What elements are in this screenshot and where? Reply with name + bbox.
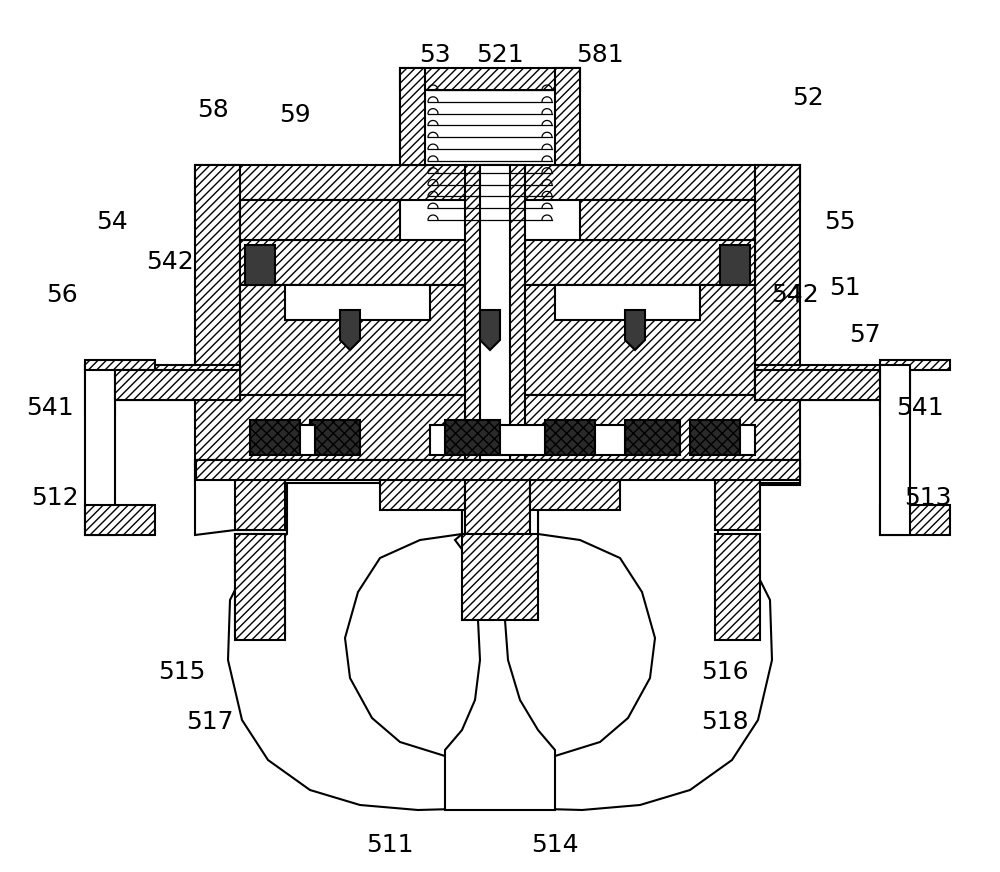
Polygon shape	[445, 464, 555, 810]
Text: 51: 51	[829, 276, 861, 300]
Polygon shape	[195, 165, 800, 200]
Polygon shape	[85, 365, 115, 535]
Text: 541: 541	[26, 396, 74, 420]
Text: 58: 58	[197, 98, 229, 122]
Text: 511: 511	[366, 833, 414, 857]
Polygon shape	[755, 365, 895, 400]
Polygon shape	[430, 425, 445, 455]
Polygon shape	[755, 165, 800, 385]
Text: 516: 516	[701, 660, 749, 684]
Polygon shape	[300, 425, 315, 455]
Polygon shape	[85, 365, 115, 415]
Polygon shape	[580, 200, 755, 240]
Polygon shape	[235, 465, 285, 530]
Text: 542: 542	[146, 250, 194, 274]
Polygon shape	[715, 465, 760, 530]
Polygon shape	[880, 365, 910, 535]
Polygon shape	[235, 534, 285, 640]
Text: 512: 512	[31, 486, 79, 510]
Text: 53: 53	[419, 43, 451, 67]
Text: 513: 513	[904, 486, 952, 510]
Text: 57: 57	[849, 323, 881, 347]
Polygon shape	[625, 310, 645, 350]
Polygon shape	[196, 460, 800, 480]
Polygon shape	[250, 420, 300, 455]
Polygon shape	[115, 370, 240, 400]
Polygon shape	[555, 68, 580, 165]
Text: 52: 52	[792, 86, 824, 110]
Polygon shape	[625, 420, 680, 455]
Polygon shape	[240, 285, 755, 395]
Polygon shape	[500, 425, 545, 455]
Polygon shape	[195, 460, 800, 485]
Text: 518: 518	[701, 710, 749, 734]
Polygon shape	[445, 420, 500, 455]
Text: 581: 581	[576, 43, 624, 67]
Text: 56: 56	[46, 283, 78, 307]
Polygon shape	[85, 505, 155, 535]
Text: 521: 521	[476, 43, 524, 67]
Polygon shape	[462, 534, 538, 620]
Polygon shape	[595, 425, 625, 455]
Polygon shape	[715, 534, 760, 640]
Polygon shape	[310, 420, 360, 455]
Text: 55: 55	[824, 210, 856, 234]
Polygon shape	[195, 165, 240, 385]
Polygon shape	[196, 464, 490, 810]
Polygon shape	[555, 285, 700, 320]
Polygon shape	[740, 425, 755, 455]
Polygon shape	[530, 465, 620, 510]
Polygon shape	[235, 534, 285, 635]
Polygon shape	[195, 465, 380, 535]
Polygon shape	[465, 465, 530, 540]
Text: 54: 54	[96, 210, 128, 234]
Text: 515: 515	[158, 660, 206, 684]
Polygon shape	[285, 285, 430, 320]
Polygon shape	[195, 395, 800, 465]
Polygon shape	[380, 465, 465, 510]
Text: 59: 59	[279, 103, 311, 127]
Polygon shape	[85, 360, 155, 370]
Polygon shape	[755, 370, 880, 400]
Text: 514: 514	[531, 833, 579, 857]
Polygon shape	[690, 420, 740, 455]
Polygon shape	[545, 420, 595, 455]
Text: 542: 542	[771, 283, 819, 307]
Polygon shape	[100, 365, 240, 400]
Text: 541: 541	[896, 396, 944, 420]
Polygon shape	[880, 360, 950, 370]
Polygon shape	[510, 464, 800, 810]
Polygon shape	[480, 310, 500, 350]
Polygon shape	[240, 200, 400, 240]
Polygon shape	[340, 310, 360, 350]
Polygon shape	[880, 505, 950, 535]
Text: 517: 517	[186, 710, 234, 734]
Polygon shape	[400, 68, 580, 90]
Polygon shape	[720, 245, 750, 285]
Polygon shape	[880, 365, 910, 415]
Polygon shape	[240, 240, 755, 285]
Polygon shape	[245, 245, 275, 285]
Polygon shape	[400, 68, 425, 165]
Polygon shape	[465, 165, 525, 460]
Bar	[480, 165, 510, 460]
